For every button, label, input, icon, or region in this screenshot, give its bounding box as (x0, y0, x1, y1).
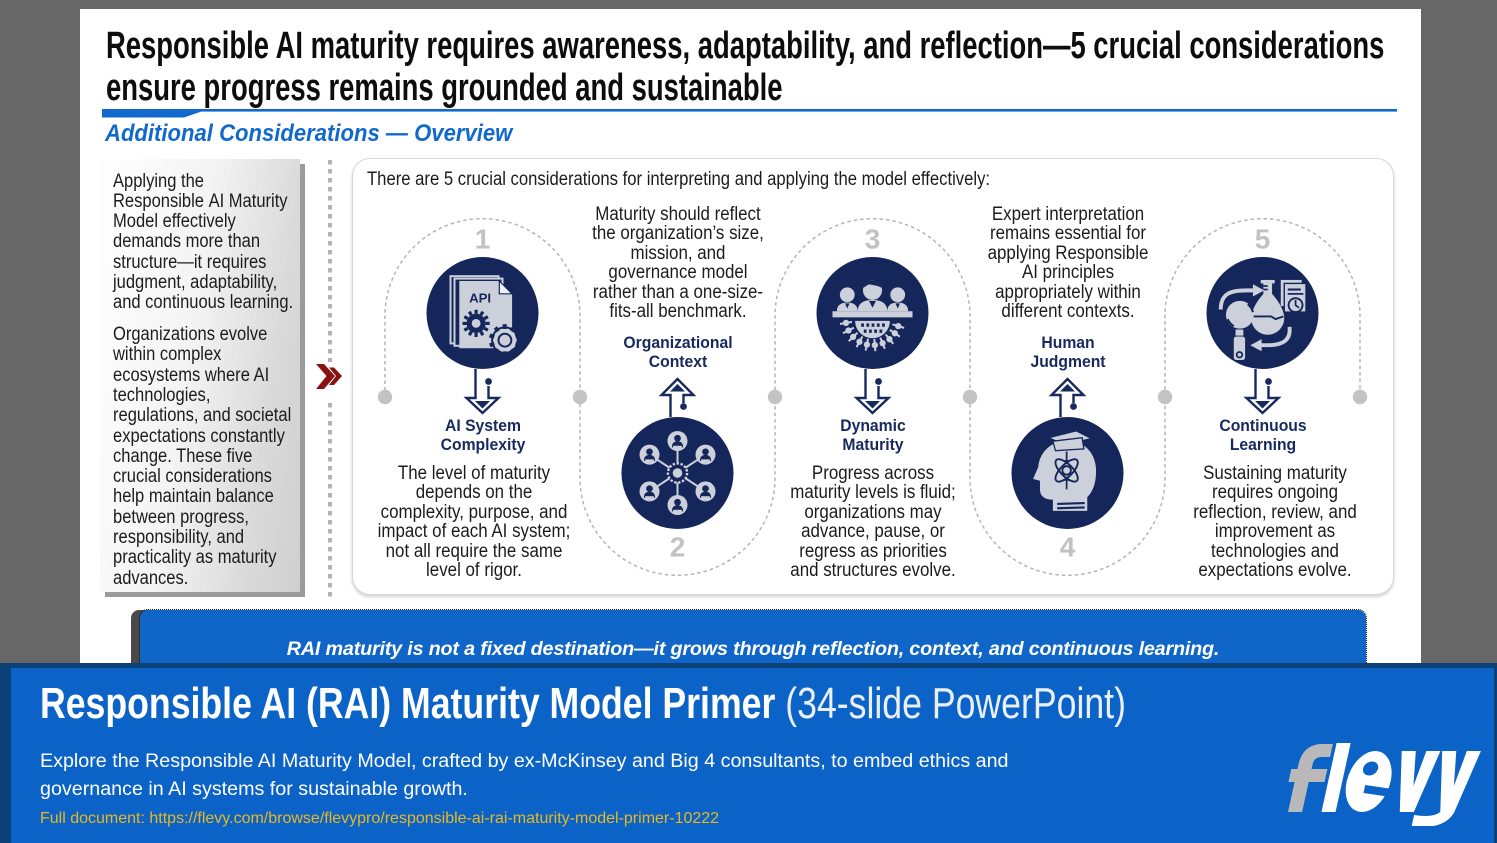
svg-text:5: 5 (1255, 224, 1271, 255)
svg-text:API: API (469, 291, 491, 306)
svg-text:2: 2 (670, 532, 686, 563)
svg-text:4: 4 (1060, 532, 1076, 563)
svg-text:1: 1 (475, 224, 491, 255)
svg-text:3: 3 (865, 224, 881, 255)
